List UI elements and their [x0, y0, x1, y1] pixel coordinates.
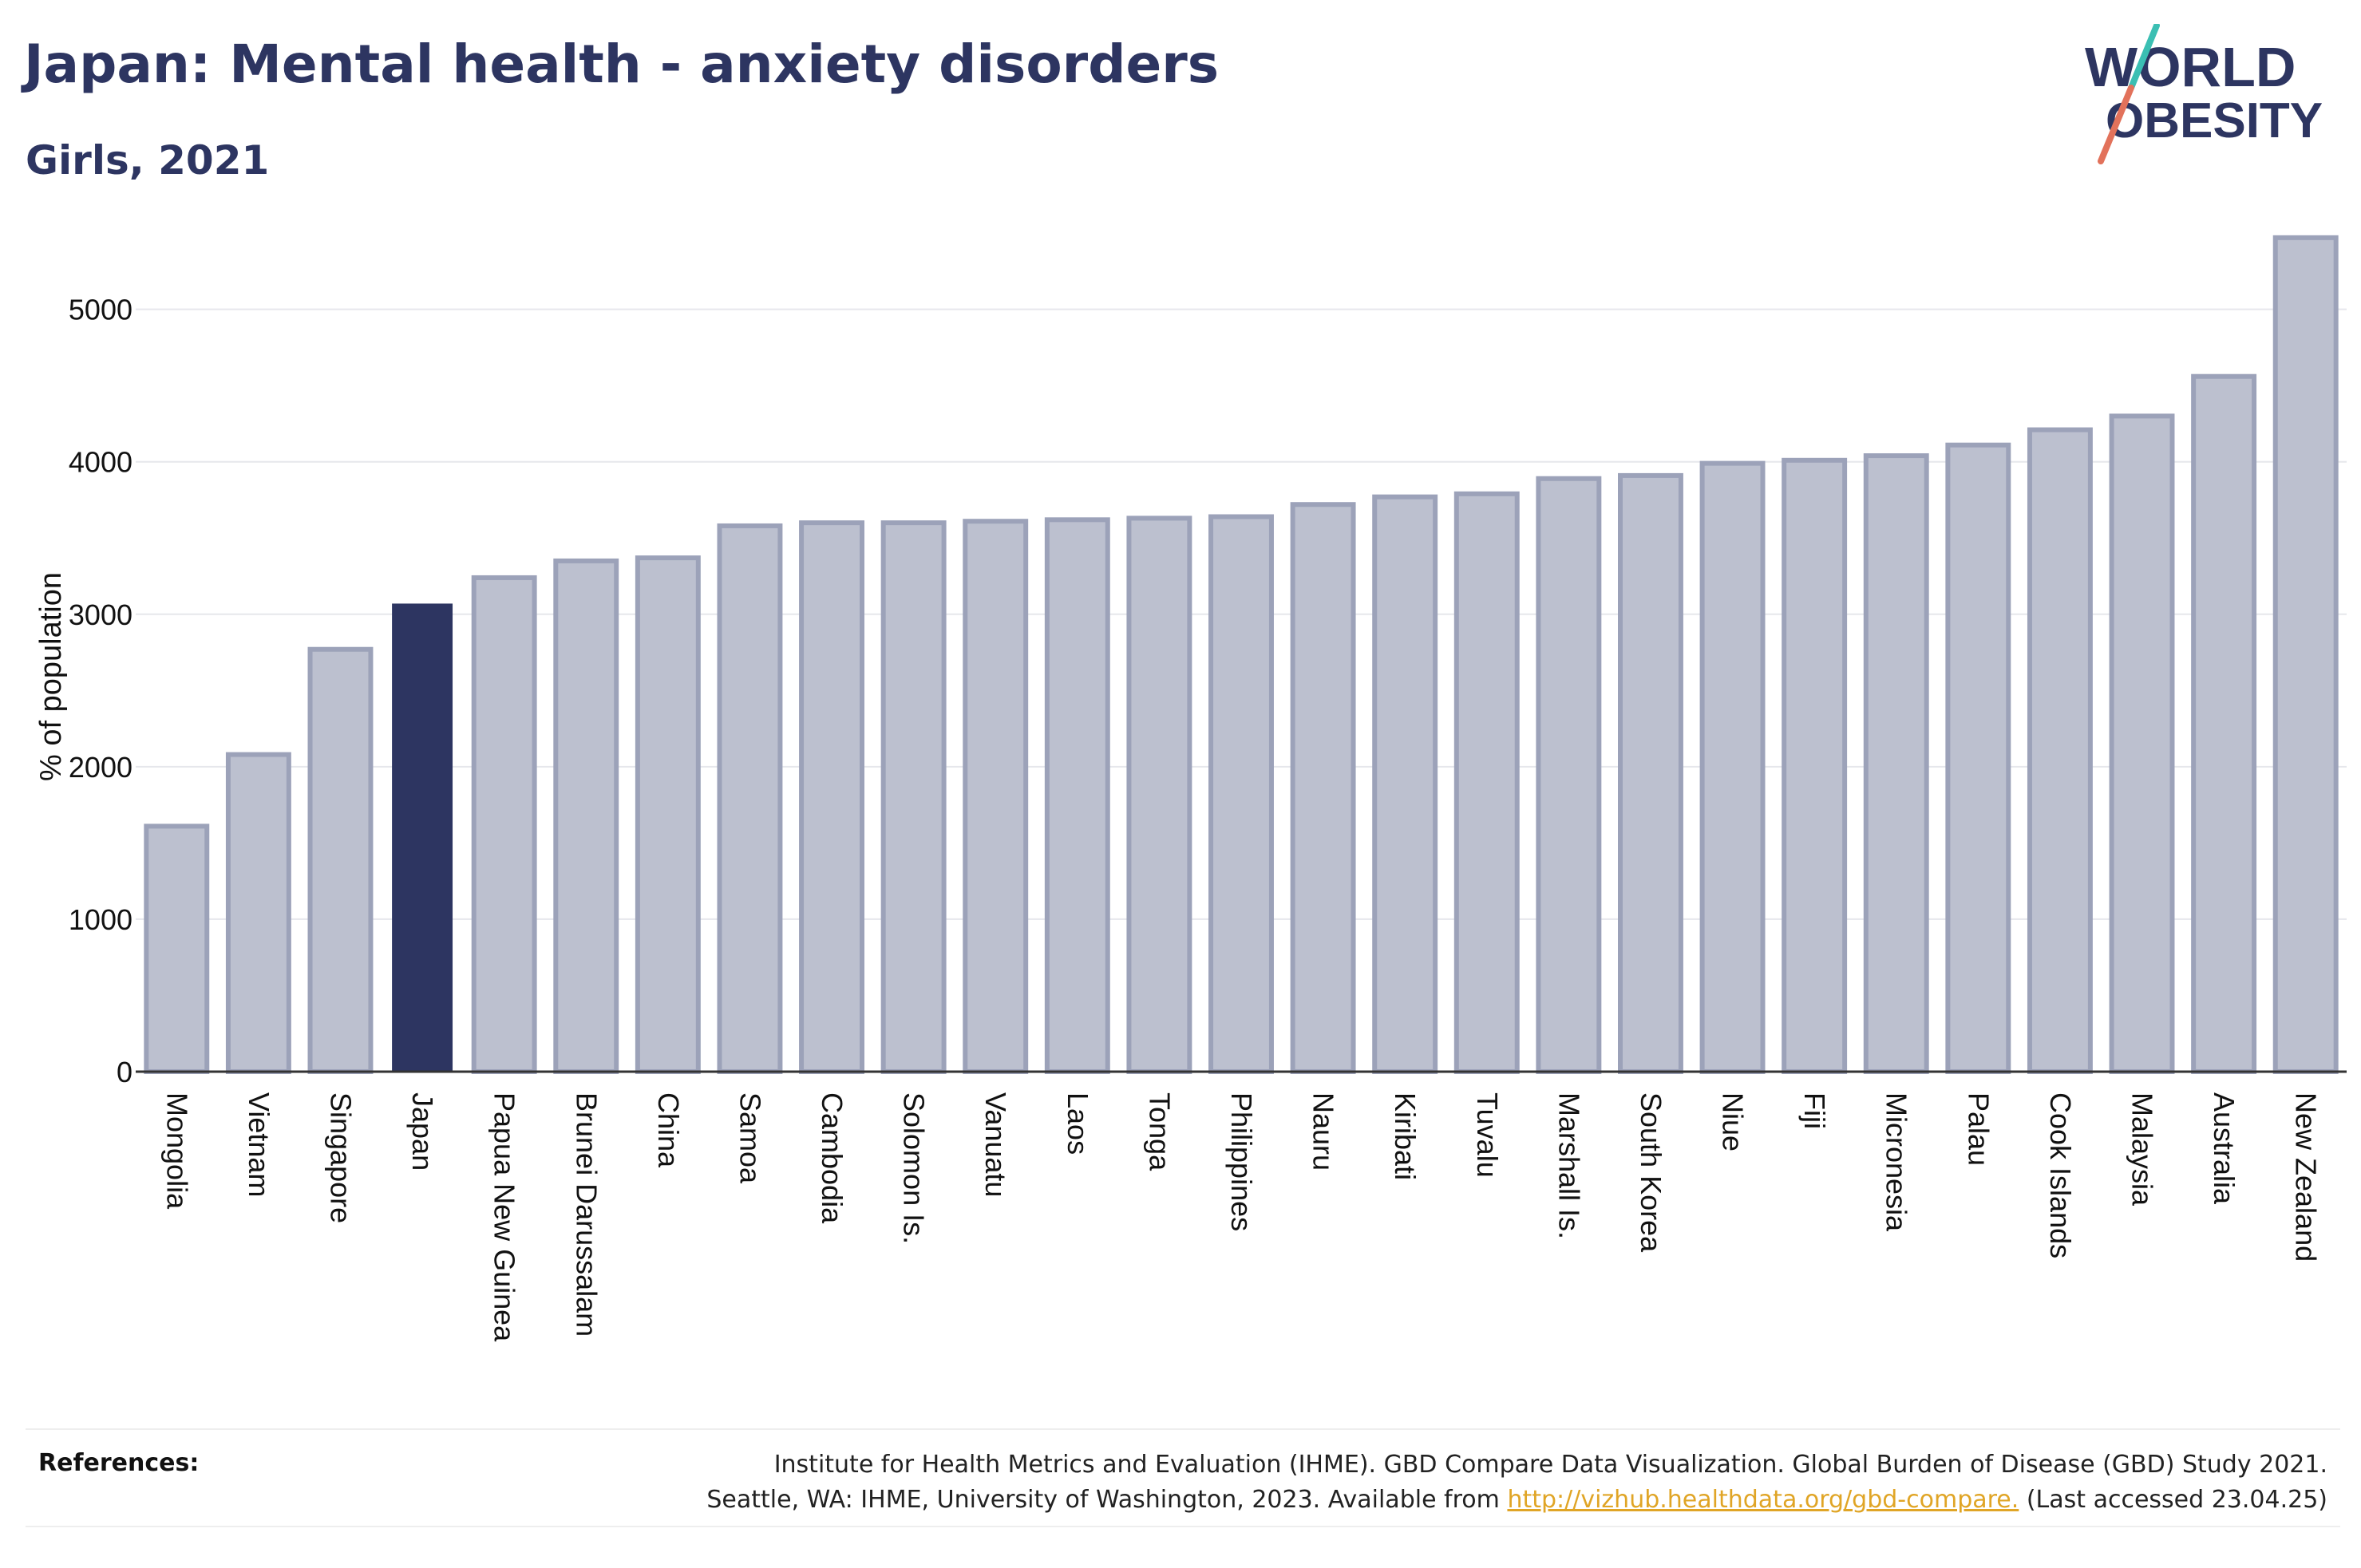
x-tick-label: Mongolia: [160, 1092, 193, 1210]
bar-laos: [1044, 517, 1110, 1074]
x-tick-label: Marshall Is.: [1552, 1092, 1585, 1239]
bar-micronesia: [1863, 453, 1929, 1074]
x-tick-label: Kiribati: [1389, 1092, 1422, 1180]
x-tick-label: Solomon Is.: [898, 1092, 931, 1244]
x-tick-label: South Korea: [1635, 1092, 1667, 1253]
bar-tuvalu: [1453, 491, 1520, 1074]
bar-tonga: [1126, 515, 1192, 1074]
chart-title: Japan: Mental health - anxiety disorders: [24, 34, 1220, 95]
bar-samoa: [717, 523, 783, 1074]
x-tick-label: Cook Islands: [2044, 1092, 2077, 1258]
logo-slash-top: [2128, 24, 2160, 91]
y-tick-label: 3000: [69, 598, 132, 631]
reference-line-1: Institute for Health Metrics and Evaluat…: [773, 1451, 2327, 1479]
y-tick-label: 0: [117, 1056, 132, 1088]
y-tick-label: 2000: [69, 751, 132, 784]
x-tick-label: Micronesia: [1880, 1092, 1913, 1232]
bar-brunei-darussalam: [553, 558, 619, 1074]
x-tick-label: Nauru: [1307, 1092, 1340, 1171]
bar-australia: [2191, 373, 2257, 1074]
bar-mongolia: [144, 823, 210, 1074]
bar-cook-islands: [2027, 427, 2093, 1074]
bar-nauru: [1290, 502, 1356, 1074]
y-tick-label: 5000: [69, 294, 132, 326]
bar-south-korea: [1618, 472, 1683, 1074]
y-tick-label: 4000: [69, 446, 132, 479]
bar-marshall-is: [1536, 476, 1602, 1074]
bar-vanuatu: [963, 519, 1029, 1074]
x-tick-label: Japan: [406, 1092, 439, 1171]
chart-subtitle: Girls, 2021: [26, 137, 270, 184]
x-tick-label: Brunei Darussalam: [570, 1092, 603, 1337]
bar-chart: 0 1000 2000 3000 4000 5000 Mongolia Vietnam Sing…: [34, 235, 2347, 1342]
x-tick-label: Cambodia: [816, 1092, 848, 1224]
bar-philippines: [1208, 514, 1274, 1074]
x-tick-label: Niue: [1717, 1092, 1750, 1151]
bar-fiji: [1782, 457, 1848, 1074]
logo-line-2: OBESITY: [2106, 93, 2323, 148]
bar-papua-new-guinea: [471, 575, 537, 1074]
world-obesity-logo: WORLD OBESITY: [2085, 24, 2323, 164]
x-tick-label: China: [652, 1092, 685, 1168]
x-tick-label: Malaysia: [2126, 1092, 2159, 1207]
bar-new-zealand: [2272, 235, 2339, 1075]
bars: [144, 235, 2339, 1075]
bar-solomon-is: [880, 520, 947, 1074]
bar-kiribati: [1372, 494, 1438, 1074]
x-tick-label: Australia: [2208, 1092, 2240, 1205]
x-tick-label: Tuvalu: [1471, 1092, 1504, 1178]
logo-slash-bottom: [2098, 85, 2134, 164]
x-tick-label: Philippines: [1225, 1092, 1258, 1231]
x-tick-label: Laos: [1062, 1092, 1094, 1155]
bar-cambodia: [799, 520, 864, 1074]
references-panel: References: Institute for Health Metrics…: [26, 1428, 2340, 1527]
bar-china: [635, 555, 701, 1074]
x-tick-label: Papua New Guinea: [488, 1092, 521, 1342]
x-tick-label: Palau: [1962, 1092, 1995, 1166]
reference-line-2: Seattle, WA: IHME, University of Washing…: [706, 1483, 2327, 1518]
references-text: Institute for Health Metrics and Evaluat…: [706, 1448, 2327, 1518]
bar-palau: [1945, 442, 2011, 1074]
bar-vietnam: [225, 752, 291, 1074]
x-tick-label: Fiji: [1798, 1092, 1831, 1129]
reference-link[interactable]: http://vizhub.healthdata.org/gbd-compare…: [1507, 1486, 2019, 1514]
x-tick-label: Singapore: [324, 1092, 357, 1223]
reference-line-2-prefix: Seattle, WA: IHME, University of Washing…: [706, 1486, 1500, 1514]
bar-singapore: [307, 646, 374, 1074]
y-tick-label: 1000: [69, 903, 132, 936]
bar-niue: [1699, 460, 1766, 1074]
references-label: References:: [38, 1449, 200, 1477]
x-tick-label: New Zealand: [2290, 1092, 2323, 1262]
logo-line-1: WORLD: [2085, 36, 2296, 98]
x-tick-label: Samoa: [734, 1092, 766, 1184]
reference-line-2-suffix: (Last accessed 23.04.25): [2026, 1486, 2327, 1514]
axes: 0 1000 2000 3000 4000 5000 Mongolia Vietnam Sing…: [69, 294, 2347, 1342]
x-tick-label: Tonga: [1143, 1092, 1176, 1171]
x-tick-label: Vietnam: [243, 1092, 275, 1197]
x-tick-label: Vanuatu: [979, 1092, 1012, 1197]
bar-japan: [392, 603, 453, 1072]
y-axis-title: % of population: [34, 572, 68, 781]
bar-malaysia: [2109, 413, 2175, 1074]
